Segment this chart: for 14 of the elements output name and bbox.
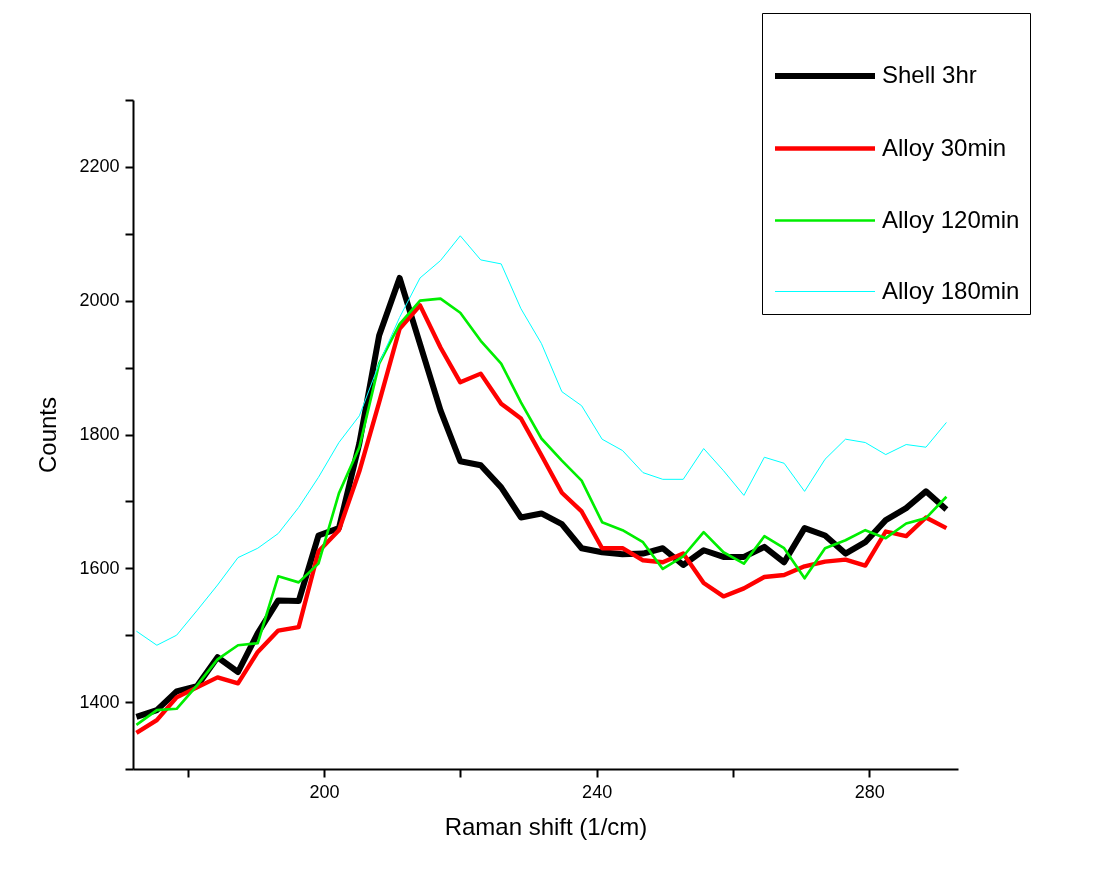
legend-label: Alloy 120min [882,205,1020,233]
x-tick-label: 240 [582,781,613,802]
legend-label: Alloy 180min [882,276,1020,304]
y-tick-label: 1800 [79,424,120,444]
y-tick-label: 2000 [79,290,120,311]
x-tick-label: 200 [309,781,340,802]
x-tick-label: 280 [854,781,885,802]
legend-label: Alloy 30min [882,133,1007,161]
y-tick-label: 1600 [79,557,120,578]
y-axis-title: Counts [34,396,62,474]
legend-label: Shell 3hr [882,61,977,88]
y-tick-label: 1400 [79,691,120,712]
y-tick-label: 2200 [79,156,120,177]
x-axis-title: Raman shift (1/cm) [444,812,648,840]
